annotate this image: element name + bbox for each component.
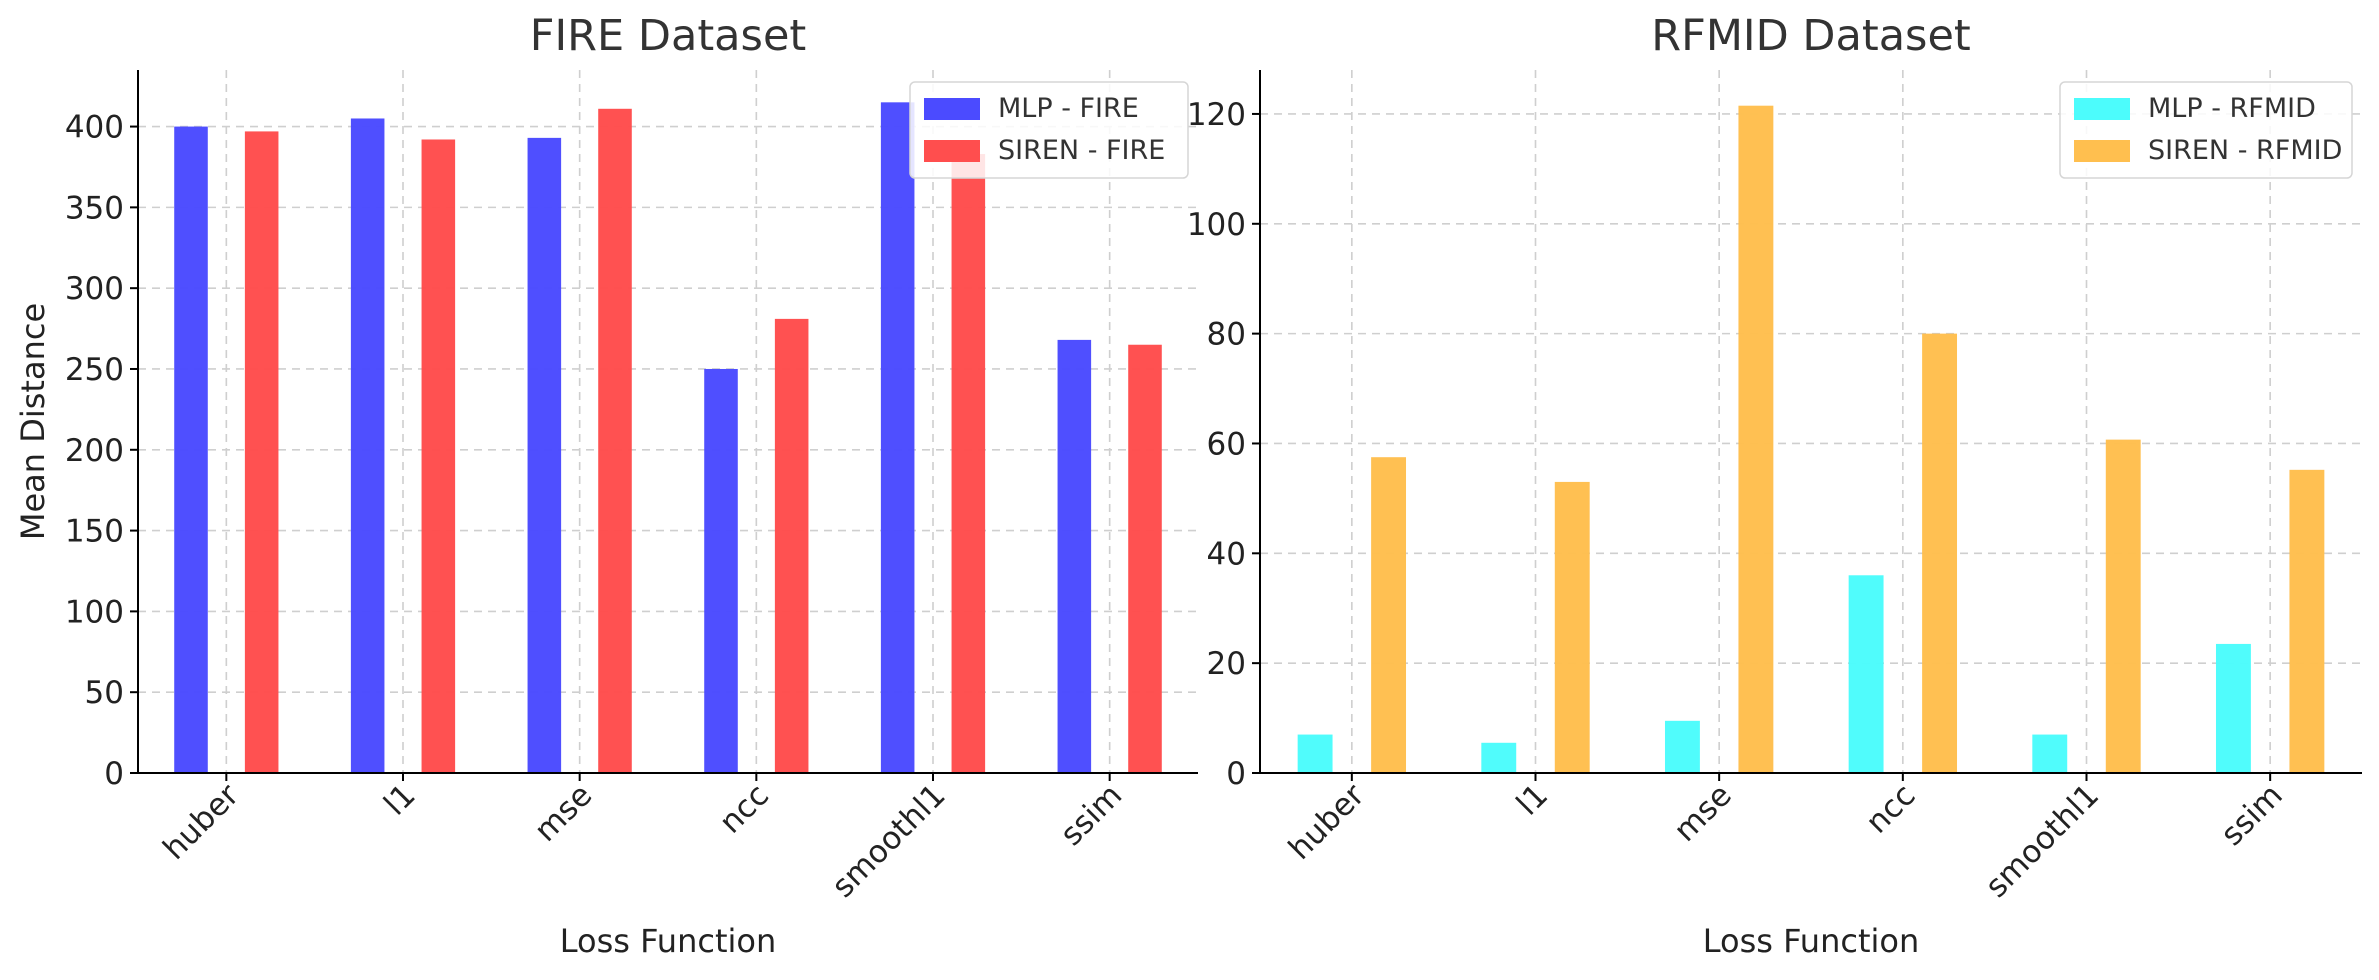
bar-huber-mlp [174, 126, 208, 773]
y-tick-label: 20 [1207, 646, 1246, 682]
bar-mse-siren [1738, 105, 1774, 773]
legend-box [2059, 81, 2353, 179]
x-tick-label-smoothl1: smoothl1 [825, 777, 953, 905]
bar-ssim-siren [1128, 344, 1162, 773]
y-tick-label: 120 [1187, 97, 1246, 133]
x-tick-label-ncc: ncc [1859, 777, 1922, 840]
bar-ncc-mlp [704, 368, 738, 773]
chart-title: RFMID Dataset [1651, 11, 1971, 61]
legend-label: MLP - FIRE [998, 93, 1139, 124]
legend: MLP - RFMID SIREN - RFMID [2059, 81, 2353, 179]
y-tick-label: 80 [1207, 317, 1246, 353]
y-tick-label: 200 [65, 433, 124, 469]
legend-label: MLP - RFMID [2148, 93, 2316, 124]
y-tick-label: 300 [65, 271, 124, 307]
x-tick-label-smoothl1: smoothl1 [1979, 777, 2107, 905]
legend-label: SIREN - RFMID [2148, 135, 2342, 166]
bar-huber-siren [244, 131, 279, 773]
bar-mse-mlp [527, 137, 562, 773]
bar-huber-mlp [1297, 734, 1333, 773]
legend-swatch [2074, 98, 2130, 120]
legend-swatch [924, 140, 980, 162]
legend-swatch [924, 98, 980, 120]
bar-huber-siren [1371, 457, 1407, 773]
bar-smoothl1-mlp [2032, 734, 2068, 773]
x-axis-label: Loss Function [560, 922, 776, 960]
bar-smoothl1-siren [951, 154, 986, 773]
bar-mse-mlp [1664, 720, 1700, 773]
y-tick-label: 150 [65, 514, 124, 550]
bar-ncc-mlp [1848, 575, 1884, 773]
x-tick-label-mse: mse [528, 777, 600, 849]
bar-l1-mlp [350, 118, 385, 773]
bar-mse-siren [598, 108, 632, 774]
bar-ncc-siren [774, 318, 809, 773]
bar-l1-siren [1554, 481, 1590, 773]
y-tick-label: 50 [85, 675, 124, 711]
chart-panel-fire: 0 50 100 150 200 250 300 350 400 huber l1 mse ncc smo… [14, 11, 1198, 960]
bar-ssim-siren [2289, 469, 2325, 773]
chart-title: FIRE Dataset [530, 11, 807, 61]
x-tick-label-ncc: ncc [713, 777, 776, 840]
bar-ssim-mlp [2215, 643, 2251, 773]
legend: MLP - FIRE SIREN - FIRE [909, 81, 1189, 179]
legend-label: SIREN - FIRE [998, 135, 1165, 166]
y-axis-label: Mean Distance [14, 303, 52, 540]
x-tick-label-huber: huber [156, 777, 246, 867]
chart-panel-rfmid: 0 20 40 60 80 100 120 huber l1 mse ncc smoothl1 ssim… [1187, 11, 2362, 960]
bar-l1-siren [421, 139, 456, 774]
y-tick-label: 60 [1207, 426, 1246, 462]
x-tick-label-ssim: ssim [2214, 777, 2290, 853]
y-tick-label: 0 [1226, 756, 1246, 792]
y-tick-label: 40 [1207, 536, 1246, 572]
bar-smoothl1-mlp [880, 102, 915, 773]
x-tick-label-l1: l1 [377, 777, 422, 822]
y-tick-label: 0 [104, 756, 124, 792]
y-tick-label: 350 [65, 190, 124, 226]
x-tick-label-mse: mse [1667, 777, 1739, 849]
x-tick-label-l1: l1 [1510, 777, 1555, 822]
y-tick-label: 100 [65, 594, 124, 630]
x-axis-label: Loss Function [1703, 922, 1919, 960]
x-tick-label-huber: huber [1282, 777, 1372, 867]
bar-smoothl1-siren [2105, 439, 2141, 773]
legend-swatch [2074, 140, 2130, 162]
x-tick-label-ssim: ssim [1054, 777, 1130, 853]
bar-ncc-siren [1922, 333, 1958, 773]
y-tick-label: 400 [65, 110, 124, 146]
bar-l1-mlp [1481, 742, 1517, 773]
bar-ssim-mlp [1057, 339, 1092, 773]
y-tick-label: 100 [1187, 207, 1246, 243]
y-tick-label: 250 [65, 352, 124, 388]
